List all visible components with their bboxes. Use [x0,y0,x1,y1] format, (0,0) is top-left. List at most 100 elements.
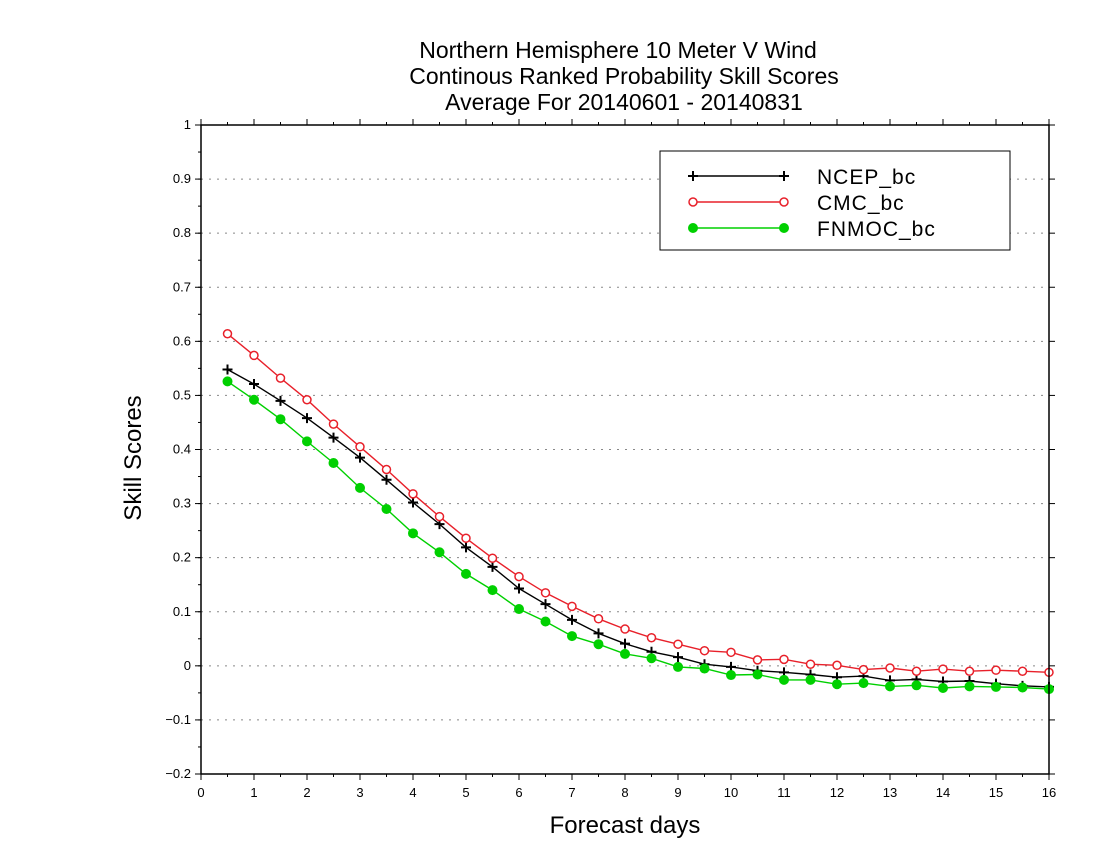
y-tick-label: 0.2 [173,550,191,565]
data-point-fnmoc-bc [938,683,948,694]
data-point-cmc-bc [540,588,551,598]
y-tick-label: 0 [184,658,191,673]
x-tick-label: 2 [303,785,310,800]
data-point-cmc-bc [302,394,312,405]
data-point-ncep-bc [302,413,312,424]
data-point-cmc-bc [646,632,657,643]
data-point-cmc-bc [752,655,763,665]
data-point-cmc-bc [858,664,869,675]
legend-item-fnmoc-bc: FNMOC_bc [688,218,936,241]
data-point-cmc-bc [938,664,948,674]
legend-marker [688,223,698,233]
series-line-ncep-bc [227,368,1050,688]
data-point-cmc-bc [514,571,524,582]
data-point-ncep-bc [408,497,418,508]
y-tick-label: 0.7 [173,279,191,294]
data-point-ncep-bc [593,628,604,639]
series-line-fnmoc-bc [227,380,1050,690]
x-tick-label: 16 [1042,785,1056,800]
series-fnmoc-bc [222,376,1054,695]
axis-ticks: −0.2−0.100.10.20.30.40.50.60.70.80.910 1 2… [165,117,1056,800]
data-point-fnmoc-bc [302,436,312,447]
data-point-cmc-bc [249,350,259,361]
x-tick-label: 14 [936,785,950,800]
data-point-fnmoc-bc [646,653,657,664]
data-point-ncep-bc [355,452,365,463]
data-point-cmc-bc [699,645,710,656]
y-tick-label: 0.5 [173,387,191,402]
data-point-fnmoc-bc [434,547,445,558]
data-point-fnmoc-bc [355,482,365,493]
legend-marker [779,171,789,181]
data-point-fnmoc-bc [1017,682,1028,693]
legend-item-ncep-bc: NCEP_bc [688,166,916,189]
data-point-cmc-bc [275,373,286,383]
x-tick-label: 0 [197,785,204,800]
data-point-cmc-bc [726,647,736,658]
chart-title: Northern Hemisphere 10 Meter V Wind Cont… [409,37,839,115]
legend: NCEP_bc CMC_bc FNMOC_bc [659,150,1011,251]
data-point-cmc-bc [408,489,418,499]
x-tick-label: 3 [356,785,363,800]
data-point-fnmoc-bc [991,681,1001,692]
y-tick-label: 0.6 [173,333,191,348]
data-point-fnmoc-bc [885,681,895,692]
legend-label: NCEP_bc [817,166,916,189]
data-point-ncep-bc [567,614,577,625]
series-cmc-bc [222,329,1054,678]
data-point-ncep-bc [514,583,524,594]
data-point-fnmoc-bc [381,503,392,514]
data-point-cmc-bc [964,666,975,676]
legend-marker [688,171,698,181]
data-point-ncep-bc [487,561,498,572]
data-point-cmc-bc [673,639,683,649]
data-point-cmc-bc [991,665,1001,675]
series-ncep-bc [222,364,1054,692]
x-tick-label: 11 [777,785,791,800]
data-point-fnmoc-bc [805,674,816,685]
data-point-fnmoc-bc [779,674,789,685]
data-point-cmc-bc [328,419,339,429]
data-point-cmc-bc [593,614,604,624]
chart-title-line-1: Northern Hemisphere 10 Meter V Wind [419,37,817,63]
data-point-cmc-bc [222,329,233,339]
x-tick-label: 15 [989,785,1003,800]
data-point-fnmoc-bc [540,616,551,627]
data-point-cmc-bc [461,533,471,543]
y-axis-label: Skill Scores [120,395,147,520]
data-point-cmc-bc [805,659,816,669]
data-point-fnmoc-bc [328,458,339,469]
series-group [222,329,1054,695]
data-point-cmc-bc [567,601,577,612]
x-tick-label: 4 [409,785,416,800]
legend-label: CMC_bc [817,192,905,215]
data-point-fnmoc-bc [514,604,524,615]
data-point-cmc-bc [381,464,392,475]
data-point-ncep-bc [673,652,683,663]
data-point-fnmoc-bc [222,376,233,387]
data-point-fnmoc-bc [249,394,259,405]
gridlines [201,178,1049,721]
x-tick-label: 6 [515,785,522,800]
data-point-cmc-bc [355,442,365,452]
data-point-ncep-bc [540,599,551,610]
data-point-ncep-bc [328,432,339,443]
data-point-fnmoc-bc [858,678,869,689]
data-point-cmc-bc [487,553,498,563]
legend-label: FNMOC_bc [817,218,936,241]
legend-item-cmc-bc: CMC_bc [688,192,905,215]
y-tick-label: 0.4 [173,442,191,457]
x-tick-label: 12 [830,785,844,800]
data-point-cmc-bc [434,511,445,522]
y-tick-label: 0.9 [173,171,191,186]
data-point-fnmoc-bc [832,679,842,690]
data-point-ncep-bc [461,542,471,553]
y-tick-label: −0.1 [165,712,191,727]
x-tick-label: 5 [462,785,469,800]
data-point-cmc-bc [620,624,630,634]
y-tick-label: −0.2 [165,766,191,781]
legend-items: NCEP_bc CMC_bc FNMOC_bc [688,166,936,241]
y-tick-label: 0.1 [173,604,191,619]
data-point-fnmoc-bc [726,670,736,681]
